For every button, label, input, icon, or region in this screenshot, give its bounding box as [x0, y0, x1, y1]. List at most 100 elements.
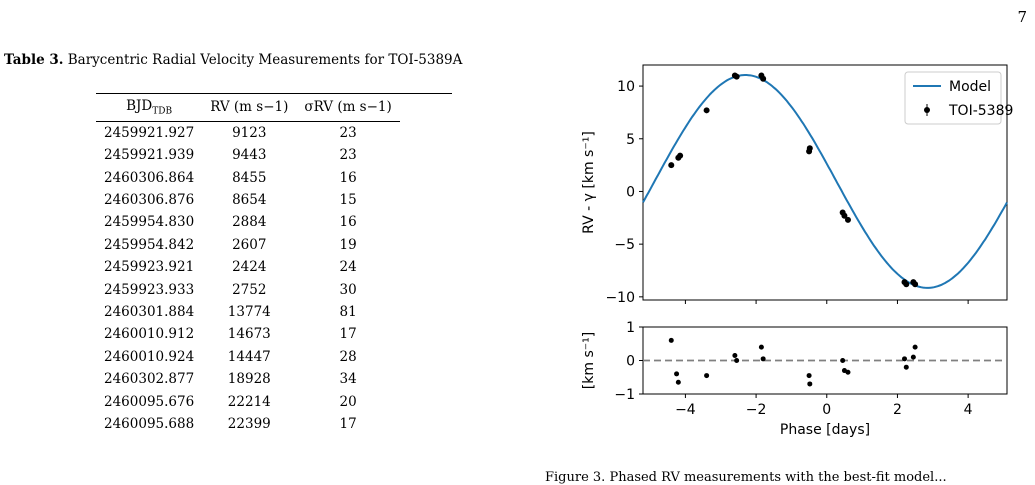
cell-sigma: 34: [339, 371, 357, 388]
cell-bjd: 2460095.676: [104, 393, 195, 410]
y-tick-label: 5: [626, 132, 635, 148]
cell-bjd: 2459923.933: [104, 281, 195, 298]
cell-bjd: 2459954.842: [104, 236, 195, 253]
data-point: [668, 162, 675, 169]
cell-rv: 8455: [232, 169, 267, 186]
residual-point: [902, 356, 908, 362]
table-row: 2459923.933 2752 30: [96, 278, 400, 300]
legend-model-label: Model: [949, 79, 991, 95]
table-row: 2460095.676 22214 20: [96, 390, 400, 412]
residual-point: [845, 369, 851, 375]
col-header-sigma: σRV (m s−1): [296, 93, 400, 122]
residual-point: [732, 352, 738, 358]
y-tick-label: −5: [614, 237, 635, 253]
table-row: 2459954.842 2607 19: [96, 234, 400, 256]
cell-rv: 8654: [232, 192, 267, 209]
cell-rv: 9443: [232, 147, 267, 164]
cell-rv: 18928: [227, 371, 271, 388]
data-point: [703, 107, 710, 114]
cell-sigma: 23: [339, 124, 357, 141]
y-axis-label: RV - γ [km s⁻¹]: [581, 131, 597, 234]
cell-rv: 22399: [227, 415, 271, 432]
cell-rv: 22214: [227, 393, 271, 410]
residual-point: [910, 354, 916, 360]
data-point: [841, 212, 848, 219]
legend-data-label: TOI-5389: [948, 103, 1013, 119]
y-tick-label: 1: [626, 320, 635, 336]
residual-point: [704, 373, 710, 379]
x-tick-label: 4: [964, 402, 973, 418]
table-row: 2460302.877 18928 34: [96, 368, 400, 390]
cell-bjd: 2460010.912: [104, 326, 195, 343]
residual-point: [758, 344, 764, 350]
cell-bjd: 2459921.927: [104, 124, 195, 141]
cell-sigma: 28: [339, 348, 357, 365]
table-row: 2459921.939 9443 23: [96, 144, 400, 166]
y-tick-label: 0: [626, 354, 635, 370]
page-number: 7: [1017, 8, 1027, 26]
cell-bjd: 2459923.921: [104, 259, 195, 276]
residual-point: [903, 364, 909, 370]
cell-sigma: 81: [339, 304, 357, 320]
data-point: [903, 281, 910, 288]
cell-sigma: 15: [339, 192, 357, 209]
cell-bjd: 2460095.688: [104, 415, 195, 432]
table-row: 2459954.830 2884 16: [96, 211, 400, 233]
residual-point: [806, 373, 812, 379]
cell-rv: 2607: [232, 236, 267, 253]
data-point: [806, 145, 813, 152]
cell-rv: 9123: [232, 124, 267, 141]
cell-sigma: 17: [339, 326, 357, 343]
rv-panel: −10 −5 0 5 10 RV - γ [km s⁻¹] Model TOI-5389: [581, 64, 1013, 306]
table-label: Table 3.: [4, 52, 64, 68]
residual-point: [674, 371, 680, 377]
y-tick-label: 10: [617, 79, 635, 95]
table-row: 2460095.688 22399 17: [96, 413, 400, 435]
cell-sigma: 20: [339, 393, 357, 410]
data-point: [760, 75, 767, 82]
cell-rv: 14447: [227, 348, 271, 365]
rv-table: BJDTDB RV (m s−1) σRV (m s−1) 2459921.92…: [96, 93, 400, 435]
data-point: [912, 281, 919, 288]
cell-rv: 14673: [227, 326, 271, 343]
table-row: 2460010.912 14673 17: [96, 323, 400, 345]
residual-y-label: [km s⁻¹]: [581, 332, 597, 389]
x-tick-label: −2: [746, 402, 767, 418]
data-point: [677, 152, 684, 159]
col-header-bjd: BJDTDB: [96, 93, 203, 122]
cell-bjd: 2460010.924: [104, 348, 195, 365]
cell-rv: 2884: [232, 214, 267, 231]
x-tick-label: 2: [893, 402, 902, 418]
cell-sigma: 24: [339, 259, 357, 276]
col-header-rv: RV (m s−1): [202, 93, 297, 122]
table-caption: Table 3. Barycentric Radial Velocity Mea…: [4, 52, 494, 68]
residual-point: [807, 381, 813, 387]
cell-bjd: 2460306.876: [104, 192, 195, 209]
table-row: 2460306.864 8455 16: [96, 166, 400, 188]
table-row: 2459921.927 9123 23: [96, 121, 400, 144]
residual-point: [840, 358, 846, 363]
residual-point: [912, 344, 918, 350]
cell-sigma: 23: [339, 147, 357, 164]
table-title: Barycentric Radial Velocity Measurements…: [67, 52, 463, 68]
table-header-row: BJDTDB RV (m s−1) σRV (m s−1): [96, 93, 400, 122]
model-line: [642, 74, 1008, 289]
cell-sigma: 17: [339, 415, 357, 432]
cell-bjd: 2459954.830: [104, 214, 195, 231]
residual-panel: −1 0 1 −4 −2 0 2 4 Phase [days] [km s⁻¹]: [581, 320, 1008, 438]
cell-rv: 2424: [232, 259, 267, 276]
y-tick-label: −1: [614, 387, 635, 403]
x-tick-label: −4: [675, 402, 696, 418]
x-axis-label: Phase [days]: [780, 422, 870, 438]
table-row: 2460010.924 14447 28: [96, 346, 400, 368]
residual-point: [760, 356, 766, 362]
table-row: 2460306.876 8654 15: [96, 189, 400, 211]
residual-point: [734, 358, 740, 363]
cell-bjd: 2460306.864: [104, 169, 195, 186]
table-row: 2459923.921 2424 24: [96, 256, 400, 278]
y-tick-label: −10: [605, 290, 635, 306]
residual-point: [668, 337, 674, 343]
data-point: [844, 216, 851, 223]
cell-sigma: 30: [339, 281, 357, 298]
cell-rv: 13774: [227, 304, 271, 320]
